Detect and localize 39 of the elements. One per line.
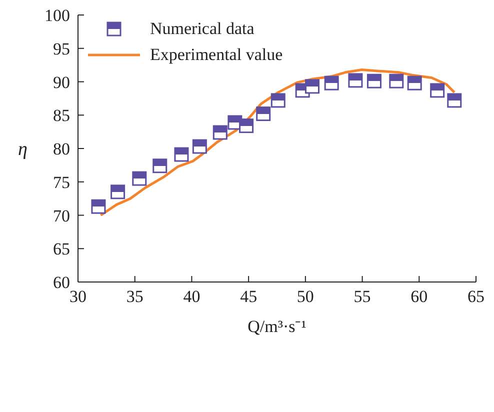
point xyxy=(192,139,207,154)
point xyxy=(366,74,382,88)
point xyxy=(152,158,168,174)
y-tick-label: 80 xyxy=(53,140,70,159)
point xyxy=(174,147,189,162)
y-tick-label: 65 xyxy=(53,240,70,259)
point xyxy=(430,83,445,98)
x-tick-label: 30 xyxy=(70,287,86,306)
x-tick-label: 60 xyxy=(410,287,428,306)
y-tick-label: 75 xyxy=(53,172,70,192)
point xyxy=(132,171,147,186)
point xyxy=(239,118,254,134)
point xyxy=(256,106,271,122)
point xyxy=(91,199,106,214)
point xyxy=(348,73,363,88)
point xyxy=(407,76,422,90)
x-axis-title: Q/m³·s⁻¹ xyxy=(248,317,306,336)
x-tick-label: 50 xyxy=(296,287,314,306)
point xyxy=(447,93,462,108)
y-tick-label: 85 xyxy=(53,106,70,126)
legend-label: Numerical data xyxy=(150,18,254,40)
point xyxy=(270,93,286,108)
x-tick-label: 65 xyxy=(468,287,484,306)
y-tick-label: 100 xyxy=(44,6,70,26)
x-tick-label: 40 xyxy=(183,287,200,306)
y-axis-title: η xyxy=(18,139,28,160)
point xyxy=(324,76,339,90)
y-tick-label: 95 xyxy=(53,39,70,58)
point xyxy=(212,125,228,140)
x-tick-label: 35 xyxy=(126,287,144,306)
y-tick-label: 70 xyxy=(53,206,70,226)
point xyxy=(389,74,404,88)
point xyxy=(110,184,126,200)
y-tick-label: 90 xyxy=(53,72,70,92)
x-tick-label: 55 xyxy=(354,287,371,306)
x-tick-label: 45 xyxy=(240,287,258,306)
y-tick-label: 60 xyxy=(53,273,70,292)
point xyxy=(305,79,320,94)
legend-label: Experimental value xyxy=(150,44,283,66)
